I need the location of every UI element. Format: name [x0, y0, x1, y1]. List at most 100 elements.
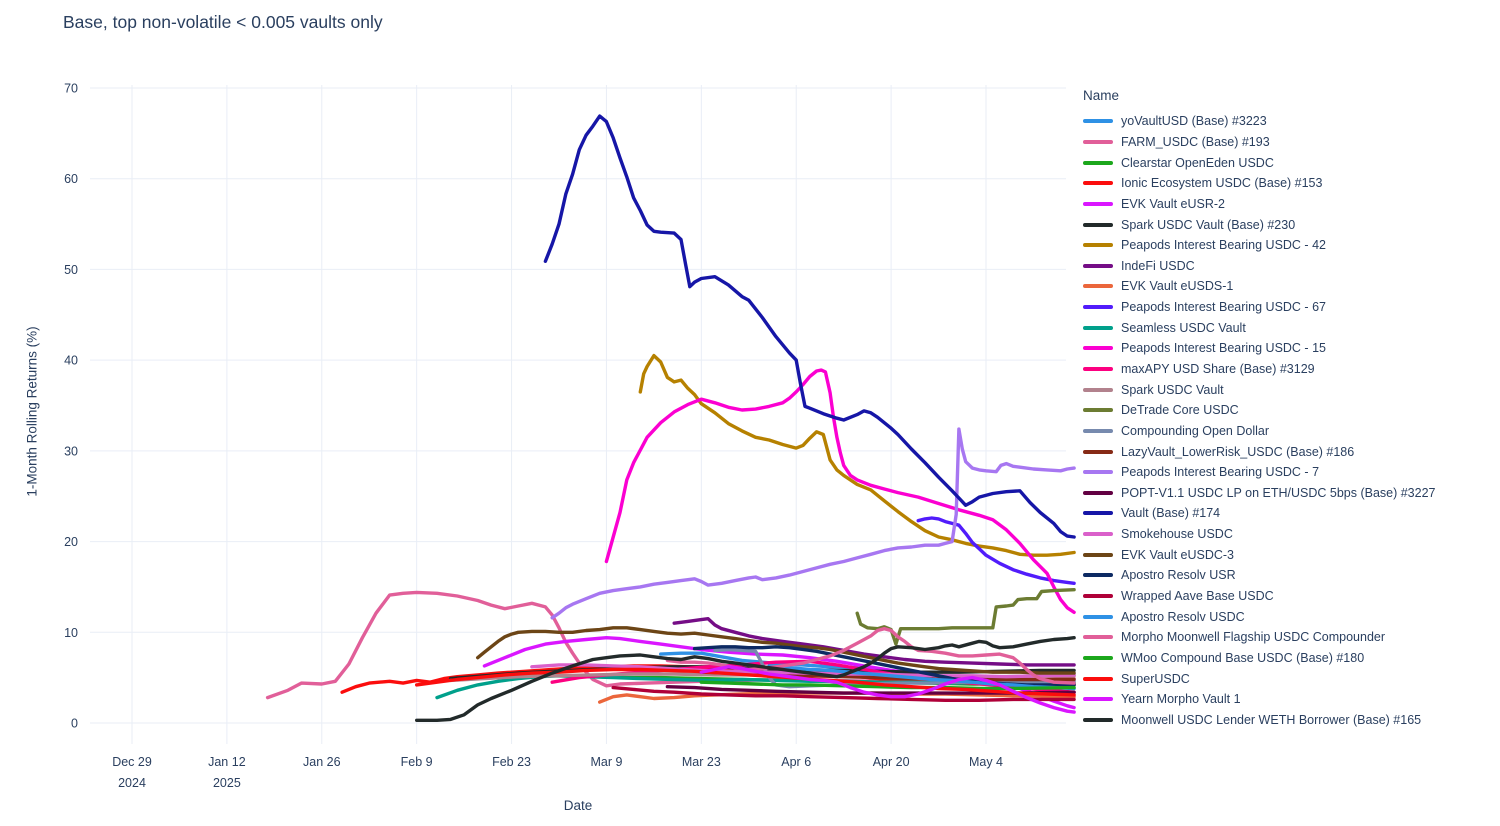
legend-swatch-icon	[1083, 119, 1113, 124]
y-tick-label: 50	[64, 263, 78, 277]
legend-item-14[interactable]: DeTrade Core USDC	[1083, 400, 1493, 421]
legend-item-label: EVK Vault eUSR-2	[1121, 196, 1225, 211]
legend-item-label: Apostro Resolv USR	[1121, 568, 1236, 583]
legend-item-label: Smokehouse USDC	[1121, 527, 1233, 542]
legend-item-25[interactable]: Morpho Moonwell Flagship USDC Compounder	[1083, 627, 1493, 648]
x-tick-sublabel: 2025	[213, 776, 241, 790]
series-line-23[interactable]	[611, 685, 1076, 702]
legend-item-12[interactable]: maxAPY USD Share (Base) #3129	[1083, 359, 1493, 380]
legend: Name yoVaultUSD (Base) #3223 FARM_USDC (B…	[1083, 88, 1493, 730]
legend-swatch-icon	[1083, 263, 1113, 268]
legend-item-label: Wrapped Aave Base USDC	[1121, 589, 1274, 604]
legend-item-10[interactable]: Seamless USDC Vault	[1083, 317, 1493, 338]
legend-item-label: maxAPY USD Share (Base) #3129	[1121, 362, 1315, 376]
legend-item-29[interactable]: Moonwell USDC Lender WETH Borrower (Base…	[1083, 710, 1493, 731]
legend-item-13[interactable]: Spark USDC Vault	[1083, 379, 1493, 400]
legend-item-11[interactable]: Peapods Interest Bearing USDC - 15	[1083, 338, 1493, 359]
series-line-6[interactable]	[638, 353, 1076, 557]
legend-item-2[interactable]: Clearstar OpenEden USDC	[1083, 152, 1493, 173]
y-tick-label: 60	[64, 172, 78, 186]
x-axis-title: Date	[563, 798, 593, 813]
legend-item-label: Morpho Moonwell Flagship USDC Compounder	[1121, 630, 1386, 645]
legend-swatch-icon	[1083, 655, 1113, 660]
series-line-24[interactable]	[767, 664, 1076, 691]
legend-item-15[interactable]: Compounding Open Dollar	[1083, 421, 1493, 442]
legend-item-21[interactable]: EVK Vault eUSDC-3	[1083, 544, 1493, 565]
legend-item-18[interactable]: POPT-V1.1 USDC LP on ETH/USDC 5bps (Base…	[1083, 483, 1493, 504]
legend-item-22[interactable]: Apostro Resolv USR	[1083, 565, 1493, 586]
legend-swatch-icon	[1083, 181, 1113, 186]
legend-item-26[interactable]: WMoo Compound Base USDC (Base) #180	[1083, 648, 1493, 669]
y-tick-label: 0	[71, 717, 78, 731]
x-tick-label: Jan 12	[208, 755, 246, 769]
series-line-9[interactable]	[916, 516, 1076, 585]
series-line-20[interactable]	[530, 663, 1076, 679]
legend-item-6[interactable]: Peapods Interest Bearing USDC - 42	[1083, 235, 1493, 256]
legend-item-label: Vault (Base) #174	[1121, 506, 1221, 521]
y-tick-label: 40	[64, 354, 78, 368]
x-tick-sublabel: 2024	[118, 776, 146, 790]
series-line-17[interactable]	[550, 427, 1076, 620]
legend-item-label: yoVaultUSD (Base) #3223	[1121, 114, 1267, 129]
legend-swatch-icon	[1083, 428, 1113, 433]
series-line-27[interactable]	[415, 667, 1076, 697]
legend-item-label: FARM_USDC (Base) #193	[1121, 134, 1270, 149]
legend-item-17[interactable]: Peapods Interest Bearing USDC - 7	[1083, 462, 1493, 483]
legend-swatch-icon	[1083, 635, 1113, 640]
legend-item-1[interactable]: FARM_USDC (Base) #193	[1083, 132, 1493, 153]
series-line-14[interactable]	[855, 588, 1076, 646]
legend-swatch-icon	[1083, 573, 1113, 578]
legend-item-label: Compounding Open Dollar	[1121, 423, 1270, 438]
series-line-28[interactable]	[699, 665, 1076, 714]
legend-item-24[interactable]: Apostro Resolv USDC	[1083, 606, 1493, 627]
legend-item-23[interactable]: Wrapped Aave Base USDC	[1083, 586, 1493, 607]
legend-item-7[interactable]: IndeFi USDC	[1083, 255, 1493, 276]
legend-swatch-icon	[1083, 160, 1113, 165]
legend-item-label: EVK Vault eUSDS-1	[1121, 279, 1234, 294]
series-line-11[interactable]	[604, 368, 1076, 614]
x-tick-label: Apr 20	[873, 755, 910, 769]
y-tick-label: 70	[64, 82, 78, 96]
legend-item-20[interactable]: Smokehouse USDC	[1083, 524, 1493, 545]
x-tick-label: Dec 29	[112, 755, 152, 769]
legend-item-label: Seamless USDC Vault	[1121, 320, 1246, 335]
x-tick-label: Mar 9	[590, 755, 622, 769]
legend-swatch-icon	[1083, 532, 1113, 537]
series-line-21[interactable]	[476, 626, 1076, 675]
y-tick-label: 10	[64, 626, 78, 640]
legend-item-label: EVK Vault eUSDC-3	[1121, 547, 1235, 562]
chart-title: Base, top non-volatile < 0.005 vaults on…	[63, 12, 383, 32]
legend-swatch-icon	[1083, 387, 1113, 392]
legend-item-label: DeTrade Core USDC	[1121, 403, 1239, 418]
series-lines	[265, 114, 1076, 722]
legend-item-28[interactable]: Yearn Morpho Vault 1	[1083, 689, 1493, 710]
legend-list: yoVaultUSD (Base) #3223 FARM_USDC (Base) …	[1083, 111, 1493, 730]
legend-item-label: LazyVault_LowerRisk_USDC (Base) #186	[1121, 444, 1355, 459]
series-line-26[interactable]	[699, 680, 1076, 691]
legend-item-0[interactable]: yoVaultUSD (Base) #3223	[1083, 111, 1493, 132]
legend-item-9[interactable]: Peapods Interest Bearing USDC - 67	[1083, 297, 1493, 318]
legend-swatch-icon	[1083, 201, 1113, 206]
legend-item-16[interactable]: LazyVault_LowerRisk_USDC (Base) #186	[1083, 441, 1493, 462]
legend-item-8[interactable]: EVK Vault eUSDS-1	[1083, 276, 1493, 297]
legend-item-label: Moonwell USDC Lender WETH Borrower (Base…	[1121, 712, 1422, 727]
series-line-7[interactable]	[672, 617, 1076, 667]
legend-item-3[interactable]: Ionic Ecosystem USDC (Base) #153	[1083, 173, 1493, 194]
series-line-18[interactable]	[665, 685, 1076, 695]
legend-item-label: Peapods Interest Bearing USDC - 7	[1121, 465, 1320, 480]
legend-item-label: POPT-V1.1 USDC LP on ETH/USDC 5bps (Base…	[1121, 485, 1436, 500]
legend-item-27[interactable]: SuperUSDC	[1083, 668, 1493, 689]
legend-item-label: Apostro Resolv USDC	[1121, 609, 1245, 624]
x-tick-label: Apr 6	[781, 755, 811, 769]
series-line-19[interactable]	[543, 114, 1076, 539]
legend-item-5[interactable]: Spark USDC Vault (Base) #230	[1083, 214, 1493, 235]
series-line-29[interactable]	[415, 636, 1076, 722]
x-tick-label: Jan 26	[303, 755, 341, 769]
legend-item-label: Spark USDC Vault (Base) #230	[1121, 217, 1296, 232]
legend-item-4[interactable]: EVK Vault eUSR-2	[1083, 194, 1493, 215]
legend-swatch-icon	[1083, 594, 1113, 599]
legend-item-label: Yearn Morpho Vault 1	[1121, 692, 1241, 707]
legend-item-19[interactable]: Vault (Base) #174	[1083, 503, 1493, 524]
